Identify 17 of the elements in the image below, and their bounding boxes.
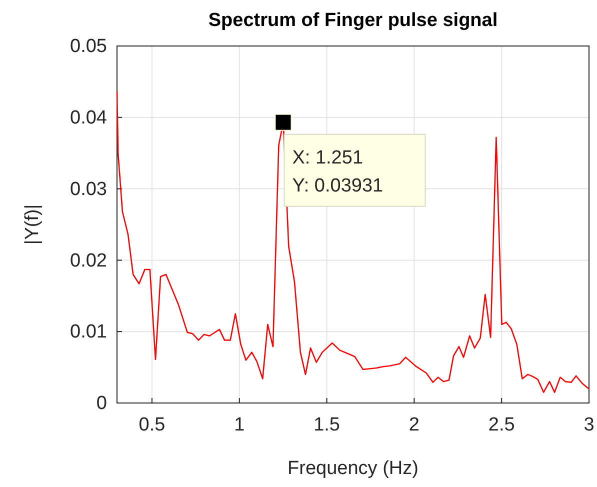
x-tick-label: 2.5 [488,414,515,436]
y-axis-title: |Y(f)| [22,204,43,245]
x-tick-label: 1.5 [314,414,340,436]
x-tick-label: 0.5 [138,414,166,436]
y-tick-label: 0.05 [70,36,107,58]
y-tick-label: 0.02 [70,250,107,272]
y-tick-label: 0.04 [70,107,108,128]
x-tick-label: 1 [234,414,245,436]
y-tick-label: 0.01 [70,322,107,343]
x-tick-label: 2 [408,414,420,436]
x-tick-label: 3 [584,414,594,436]
x-axis-title: Frequency (Hz) [288,458,418,479]
y-tick-label: 0.03 [70,178,107,200]
y-tick-label: 0 [96,393,107,414]
line-series [116,91,590,393]
annotation: X: 1.251 Y: 0.03931 [292,147,384,196]
chart-title: Spectrum of Finger pulse signal [208,10,498,31]
